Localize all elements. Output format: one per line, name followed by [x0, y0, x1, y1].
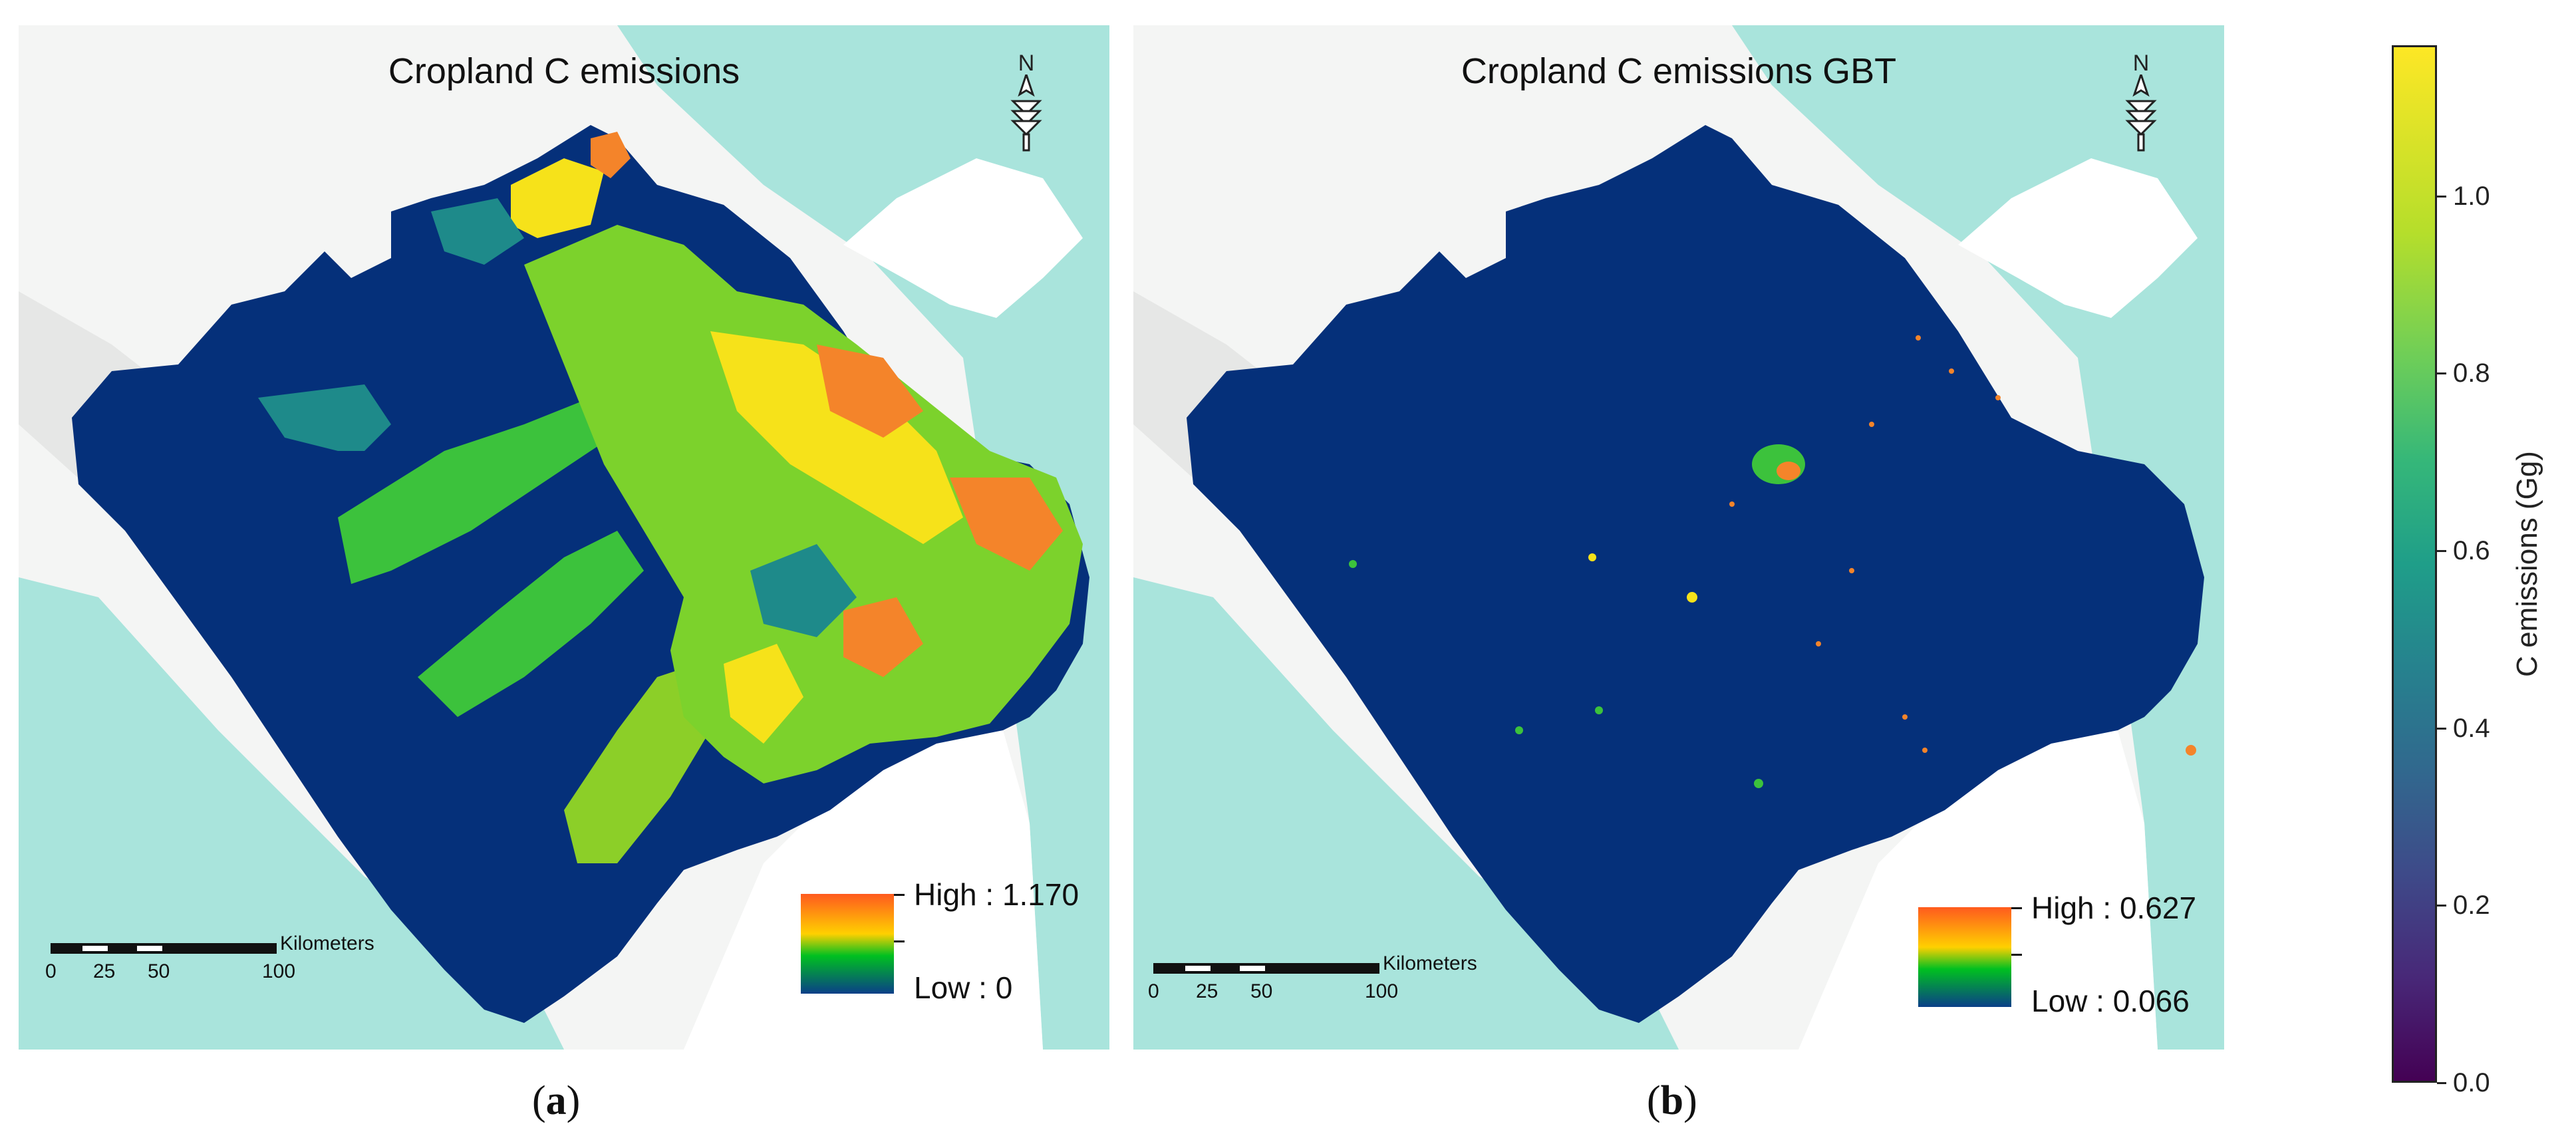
legend-tick: [894, 940, 905, 942]
scale-tick-label: 50: [1250, 980, 1273, 1002]
patch-teal-west: [258, 384, 391, 451]
hotspot: [1922, 748, 1928, 753]
colorbar-tick: [2437, 905, 2446, 907]
north-label-b: N: [2132, 51, 2150, 76]
patch-teal-mid: [750, 544, 857, 637]
scale-tick-label: 100: [262, 960, 296, 982]
colorbar-tick: [2437, 727, 2446, 730]
hotspot: [1869, 422, 1874, 427]
scale-gap: [1185, 966, 1211, 971]
patch-main: [524, 225, 1083, 783]
colorbar-tick-label: 0.4: [2453, 713, 2490, 743]
legend-high-b: High : 0.627: [2031, 891, 2197, 925]
study-region-b: [1187, 125, 2204, 1023]
hotspot: [2186, 745, 2196, 756]
hotspot-central-core: [1777, 462, 1800, 480]
colorbar-title: C emissions (Gg): [2511, 451, 2543, 677]
scale-tick-label: 50: [148, 960, 170, 982]
scale-bar-a: Kilometers 0 25 50 100: [45, 932, 374, 990]
peninsula-right: [843, 158, 1083, 318]
colorbar-tick-label: 0.8: [2453, 358, 2490, 388]
hotspot: [1849, 568, 1854, 573]
panel-letter-b: b: [1660, 1078, 1684, 1123]
legend-low-a: Low : 0: [914, 970, 1013, 1005]
panel-letter-a: a: [545, 1078, 567, 1123]
hotspot: [1902, 714, 1908, 720]
north-arrow-icon: [2125, 71, 2157, 152]
map-canvas-b: [1133, 25, 2224, 1050]
cropland-patches-a: [258, 132, 1083, 863]
hotspots-b: [1349, 335, 2196, 788]
map-panel-b: Cropland C emissions GBT N Kilometers 0 …: [1133, 25, 2224, 1050]
legend-tick: [2011, 954, 2022, 956]
land-bottom-right: [684, 730, 1043, 1050]
panel-label-b: (b): [1647, 1078, 1697, 1123]
patch-north-spit: [511, 158, 604, 238]
scale-tick-label: 25: [1196, 980, 1218, 1002]
north-arrow-icon: [1010, 71, 1042, 152]
patch-orange-3: [843, 597, 923, 677]
scale-gap: [82, 946, 108, 951]
patch-teal-north: [431, 198, 524, 265]
hotspot: [1729, 501, 1735, 507]
legend-ramp-b: [1918, 907, 2011, 1007]
peninsula-right: [1958, 158, 2198, 318]
colorbar-tick: [2437, 550, 2446, 552]
legend-tick: [2011, 907, 2022, 909]
scale-unit-b: Kilometers: [1383, 952, 1477, 974]
hotspot: [1349, 560, 1357, 568]
colorbar-tick: [2437, 195, 2446, 198]
hotspot: [1515, 726, 1523, 734]
colorbar-tick-label: 0.0: [2453, 1068, 2490, 1097]
patch-green-arm2: [418, 531, 644, 717]
legend-high-a: High : 1.170: [914, 877, 1079, 912]
colorbar-tick: [2437, 372, 2446, 375]
scale-tick-label: 0: [45, 960, 57, 982]
scale-gap: [137, 946, 162, 951]
hotspot: [1995, 395, 2001, 400]
north-arrow-a: N: [1003, 52, 1050, 160]
scale-unit-a: Kilometers: [280, 932, 374, 954]
map-title-b: Cropland C emissions GBT: [1461, 51, 1897, 91]
map-canvas-a: [19, 25, 1109, 1050]
patch-green-arm3: [564, 664, 710, 863]
hotspot: [1916, 335, 1921, 341]
north-arrow-b: N: [2118, 52, 2164, 160]
patch-yellow-2: [724, 644, 803, 744]
legend-b: High : 0.627 Low : 0.066: [1918, 890, 2211, 1023]
legend-low-b: Low : 0.066: [2031, 984, 2190, 1018]
colorbar: [2392, 45, 2437, 1083]
hotspot-central: [1752, 444, 1805, 484]
north-label-a: N: [1018, 51, 1035, 76]
patch-north-tip: [591, 132, 631, 178]
hotspot: [1588, 553, 1596, 561]
patch-yellow-1: [710, 331, 963, 544]
patch-orange-2: [950, 478, 1063, 571]
legend-ramp-a: [801, 894, 894, 994]
hotspot: [1754, 779, 1763, 788]
patch-orange-1: [817, 345, 923, 438]
scale-bar-b: Kilometers 0 25 50 100: [1148, 952, 1477, 1010]
legend-tick: [894, 894, 905, 896]
hotspot: [1949, 368, 1954, 374]
hotspot: [1816, 641, 1821, 646]
legend-a: High : 1.170 Low : 0: [801, 877, 1093, 1010]
scale-gap: [1240, 966, 1265, 971]
colorbar-tick-label: 1.0: [2453, 181, 2490, 211]
panel-label-a: (a): [532, 1078, 581, 1123]
hotspot: [1687, 592, 1697, 603]
colorbar-tick: [2437, 1082, 2446, 1084]
scale-tick-label: 25: [93, 960, 116, 982]
colorbar-tick-label: 0.2: [2453, 891, 2490, 920]
map-panel-a: Cropland C emissions N Kilometers 0 25 5…: [19, 25, 1109, 1050]
colorbar-tick-label: 0.6: [2453, 536, 2490, 565]
hotspot: [1595, 706, 1603, 714]
patch-green-arm1: [338, 398, 631, 584]
scale-tick-label: 100: [1365, 980, 1399, 1002]
map-title-a: Cropland C emissions: [388, 51, 740, 91]
land-bottom-right: [1798, 730, 2158, 1050]
scale-tick-label: 0: [1148, 980, 1159, 1002]
